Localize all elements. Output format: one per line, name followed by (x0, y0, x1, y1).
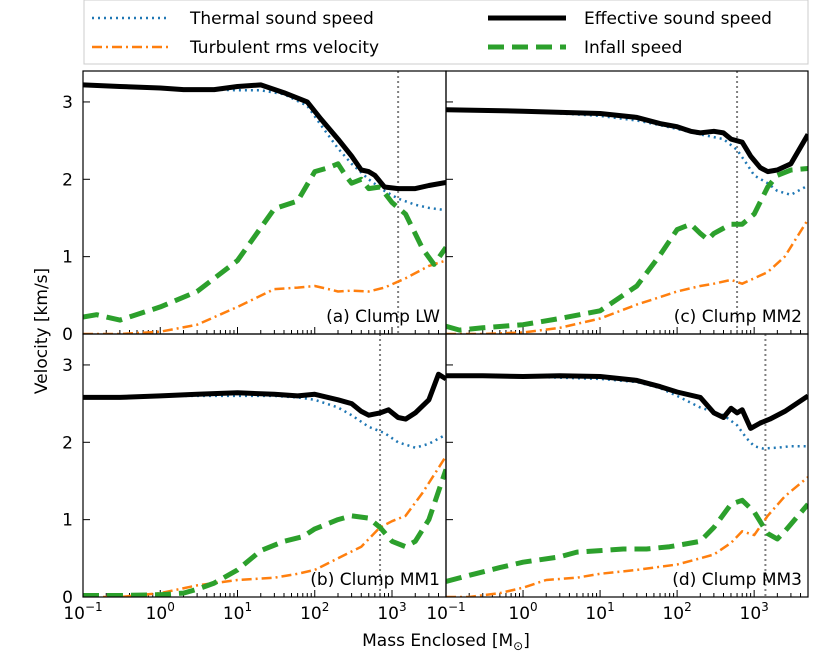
x-tick-base: 10 (146, 604, 168, 624)
series-thermal-line (446, 375, 808, 450)
x-tick-label: 101 (585, 600, 614, 624)
x-tick-exponent: 2 (322, 600, 330, 614)
x-tick-label: 100 (146, 600, 175, 624)
series-turbulent-line (446, 218, 808, 334)
x-tick-label: 103 (377, 600, 406, 624)
x-tick-exponent: 3 (399, 600, 407, 614)
series-effective-line (446, 373, 808, 431)
x-axis-title-end: ] (523, 631, 530, 651)
y-tick-label: 1 (62, 511, 73, 531)
x-tick-base: 10 (377, 604, 399, 624)
x-tick-label: 102 (662, 600, 691, 624)
legend-label-turbulent: Turbulent rms velocity (189, 38, 379, 58)
series-infall-line (83, 468, 446, 597)
x-tick-label: 100 (508, 600, 537, 624)
x-tick-exponent: 0 (167, 600, 175, 614)
series-effective-line (83, 371, 446, 422)
x-tick-exponent: 3 (761, 600, 769, 614)
y-tick-label: 2 (62, 433, 73, 453)
series-infall-line (83, 161, 446, 323)
x-tick-exponent: 1 (607, 600, 615, 614)
legend-label-thermal: Thermal sound speed (189, 9, 374, 29)
x-tick-base: 10 (508, 604, 530, 624)
y-tick-label: 2 (62, 170, 73, 190)
series-infall-line (446, 497, 808, 584)
series-thermal-line (83, 394, 446, 449)
panel-frame (82, 333, 447, 598)
y-tick-label: 0 (62, 588, 73, 608)
y-axis-title: Velocity [km/s] (32, 268, 52, 394)
series-turbulent-line (446, 476, 808, 597)
series-turbulent-line (83, 259, 446, 334)
x-tick-exponent: 0 (530, 600, 538, 614)
panel-title: (c) Clump MM2 (674, 307, 802, 327)
legend-label-effective: Effective sound speed (584, 9, 772, 29)
x-axis-title: Mass Enclosed [M⊙] (362, 631, 530, 653)
panel-frame (445, 333, 809, 598)
x-tick-exponent: 2 (684, 600, 692, 614)
x-tick-label: 103 (740, 600, 769, 624)
x-tick-exponent: −1 (448, 600, 466, 614)
x-tick-base: 10 (223, 604, 245, 624)
x-tick-exponent: 1 (245, 600, 253, 614)
x-tick-label: 10−1 (63, 600, 102, 624)
x-tick-base: 10 (300, 604, 322, 624)
panel-clump-mm3: 10−1 100 101 102 103(d) Clump MM3 (426, 333, 809, 624)
legend-frame (83, 0, 809, 65)
series-thermal-line (83, 83, 446, 212)
panel-title: (a) Clump LW (326, 307, 440, 327)
panel-title: (d) Clump MM3 (672, 570, 802, 590)
panel-clump-lw: 0 1 2 3 (a) Clump LW (62, 70, 447, 345)
x-tick-base: 10 (426, 604, 448, 624)
panel-clump-mm2: (c) Clump MM2 (445, 70, 809, 335)
x-tick-base: 10 (585, 604, 607, 624)
y-tick-label: 0 (62, 325, 73, 345)
x-axis-title-main: Mass Enclosed [M (362, 631, 513, 651)
y-tick-label: 3 (62, 356, 73, 376)
series-thermal-line (446, 108, 808, 197)
x-tick-label: 102 (300, 600, 329, 624)
x-tick-exponent: −1 (85, 600, 103, 614)
series-effective-line (83, 82, 446, 192)
y-tick-label: 1 (62, 248, 73, 268)
x-tick-label: 10−1 (426, 600, 465, 624)
legend: Thermal sound speed Effective sound spee… (83, 0, 809, 65)
x-tick-base: 10 (63, 604, 85, 624)
legend-label-infall: Infall speed (584, 38, 682, 58)
series-effective-line (446, 107, 808, 175)
x-tick-base: 10 (662, 604, 684, 624)
series-infall-line (446, 166, 808, 333)
x-tick-base: 10 (740, 604, 762, 624)
panel-title: (b) Clump MM1 (310, 570, 440, 590)
y-tick-label: 3 (62, 93, 73, 113)
x-axis-title-sub: ⊙ (513, 639, 523, 653)
x-tick-label: 101 (223, 600, 252, 624)
